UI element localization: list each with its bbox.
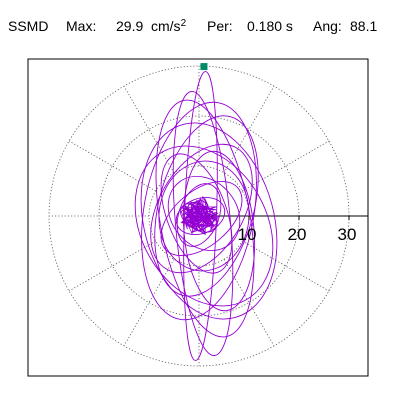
tick-labels: 10 20 30 <box>238 216 357 244</box>
radial-tick-label: 20 <box>288 225 307 244</box>
grid-spoke-210 <box>68 240 156 292</box>
trace-loop <box>160 180 243 257</box>
ang-value: 88.1 <box>350 18 378 34</box>
radial-tick-label: 10 <box>238 225 257 244</box>
peak-marker <box>200 63 208 71</box>
ang-label: Ang: <box>313 18 342 34</box>
trace-loop <box>183 71 218 361</box>
trace-loop <box>182 150 256 312</box>
grid-spoke-120 <box>123 85 175 173</box>
trace-loop <box>172 91 234 356</box>
max-unit-exponent: 2 <box>180 18 187 29</box>
grid-spoke-240 <box>123 259 175 347</box>
grid-spoke-150 <box>68 140 156 192</box>
grid-spoke-330 <box>242 240 330 292</box>
motion-trace <box>134 71 278 361</box>
trace-loop <box>160 153 233 274</box>
grid-spoke-60 <box>223 85 275 173</box>
trace-center-tangle <box>180 196 220 236</box>
station-code: SSMD <box>8 18 49 34</box>
trace-loop <box>134 145 274 307</box>
plot-header: SSMD Max: 29.9 cm/s2 Per: 0.180 s Ang: 8… <box>0 0 400 48</box>
max-value: 29.9 <box>116 18 144 34</box>
peak-point <box>200 63 208 71</box>
max-label: Max: <box>66 18 97 34</box>
grid-spoke-300 <box>223 259 275 347</box>
max-unit: cm/s2 <box>151 18 187 34</box>
trace-loop <box>167 175 241 252</box>
trace-loop <box>140 122 278 320</box>
per-value: 0.180 s <box>247 18 293 34</box>
per-label: Per: <box>207 18 233 34</box>
plot-frame <box>27 58 369 377</box>
radial-tick-label: 30 <box>338 225 357 244</box>
